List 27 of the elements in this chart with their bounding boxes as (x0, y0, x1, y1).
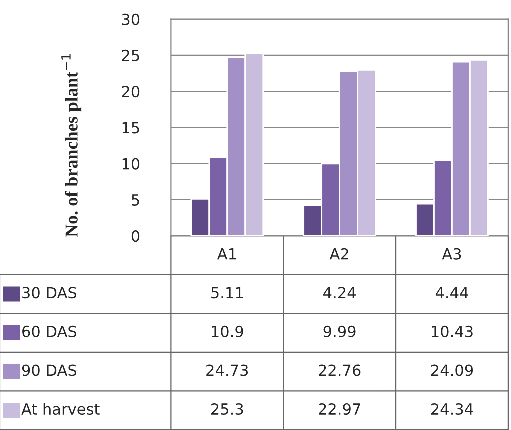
data-label: 10.9 (212, 326, 244, 338)
data-label: 5.11 (212, 287, 243, 299)
data-label: 22.97 (319, 403, 360, 416)
y-tick-label: 15 (122, 122, 140, 134)
data-label: 24.73 (206, 364, 248, 376)
x-tick-label: A1 (217, 248, 236, 260)
legend-label: 30 DAS (22, 287, 77, 299)
y-tick-label: 0 (132, 230, 140, 242)
legend-label: At harvest (22, 403, 100, 416)
data-label: 9.99 (324, 326, 356, 338)
x-tick-label: A3 (442, 248, 462, 260)
y-tick-label: 20 (122, 86, 140, 98)
data-label: 24.34 (431, 403, 474, 416)
y-tick-label: 5 (132, 194, 140, 206)
data-label: 4.24 (324, 287, 356, 298)
data-label: 4.44 (436, 287, 468, 298)
data-label: 10.43 (432, 326, 473, 338)
data-label: 24.09 (431, 364, 474, 376)
y-tick-label: 10 (122, 158, 140, 170)
y-tick-label: 30 (122, 14, 140, 26)
data-label: 25.3 (212, 403, 244, 416)
legend-label: 60 DAS (22, 326, 77, 338)
y-axis-title: No. of branches plant$^{−1}$ (62, 54, 82, 238)
legend-label: 90 DAS (22, 364, 77, 376)
data-label: 22.76 (319, 364, 361, 376)
x-tick-label: A2 (330, 248, 348, 260)
y-tick-label: 25 (122, 50, 140, 62)
